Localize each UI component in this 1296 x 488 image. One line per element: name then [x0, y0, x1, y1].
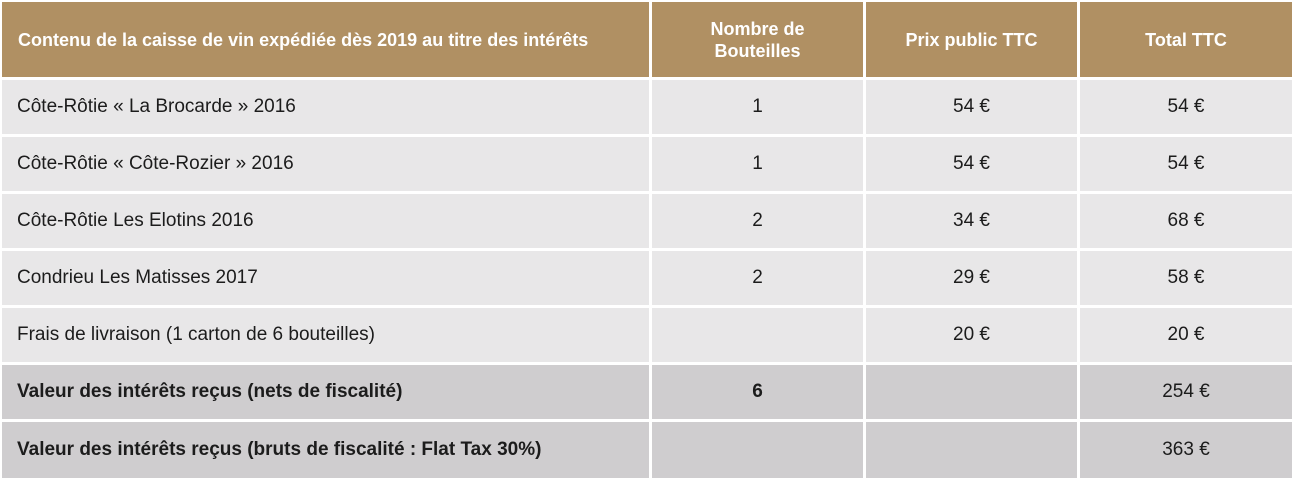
header-prix-public: Prix public TTC	[866, 2, 1077, 77]
cell-item: Côte-Rôtie « Côte-Rozier » 2016	[2, 137, 649, 191]
cell-summary-label: Valeur des intérêts reçus (nets de fisca…	[2, 365, 649, 419]
cell-summary-price	[866, 365, 1077, 419]
cell-summary-price	[866, 422, 1077, 478]
cell-total: 54 €	[1080, 80, 1292, 134]
header-nombre-bouteilles: Nombre de Bouteilles	[652, 2, 863, 77]
cell-summary-qty	[652, 422, 863, 478]
cell-qty: 1	[652, 137, 863, 191]
cell-qty: 1	[652, 80, 863, 134]
table-row: Côte-Rôtie « La Brocarde » 2016 1 54 € 5…	[2, 80, 1292, 134]
cell-qty: 2	[652, 251, 863, 305]
cell-price: 54 €	[866, 80, 1077, 134]
cell-item: Côte-Rôtie « La Brocarde » 2016	[2, 80, 649, 134]
cell-price: 29 €	[866, 251, 1077, 305]
cell-price: 20 €	[866, 308, 1077, 362]
cell-qty: 2	[652, 194, 863, 248]
cell-total: 54 €	[1080, 137, 1292, 191]
header-total: Total TTC	[1080, 2, 1292, 77]
cell-qty	[652, 308, 863, 362]
cell-item: Condrieu Les Matisses 2017	[2, 251, 649, 305]
summary-row-gross: Valeur des intérêts reçus (bruts de fisc…	[2, 422, 1292, 478]
table-row: Côte-Rôtie « Côte-Rozier » 2016 1 54 € 5…	[2, 137, 1292, 191]
cell-summary-total: 363 €	[1080, 422, 1292, 478]
table-row: Côte-Rôtie Les Elotins 2016 2 34 € 68 €	[2, 194, 1292, 248]
cell-summary-label: Valeur des intérêts reçus (bruts de fisc…	[2, 422, 649, 478]
cell-total: 68 €	[1080, 194, 1292, 248]
cell-item: Côte-Rôtie Les Elotins 2016	[2, 194, 649, 248]
cell-summary-qty: 6	[652, 365, 863, 419]
header-row: Contenu de la caisse de vin expédiée dès…	[2, 2, 1292, 77]
cell-item: Frais de livraison (1 carton de 6 boutei…	[2, 308, 649, 362]
table-row: Frais de livraison (1 carton de 6 boutei…	[2, 308, 1292, 362]
cell-price: 54 €	[866, 137, 1077, 191]
cell-total: 58 €	[1080, 251, 1292, 305]
header-contenu: Contenu de la caisse de vin expédiée dès…	[2, 2, 649, 77]
table-row: Condrieu Les Matisses 2017 2 29 € 58 €	[2, 251, 1292, 305]
cell-summary-total: 254 €	[1080, 365, 1292, 419]
cell-price: 34 €	[866, 194, 1077, 248]
summary-row-net: Valeur des intérêts reçus (nets de fisca…	[2, 365, 1292, 419]
cell-total: 20 €	[1080, 308, 1292, 362]
